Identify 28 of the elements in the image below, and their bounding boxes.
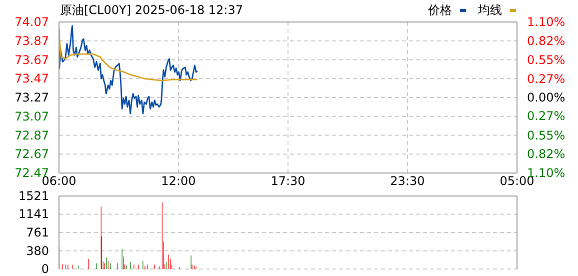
- x-tick-label: 17:30: [270, 174, 306, 188]
- y2-tick-label: 1.10%: [527, 15, 566, 29]
- y2-tick-label: 0.27%: [527, 109, 566, 124]
- y-tick-label: 73.87: [14, 34, 49, 48]
- y-tick-label: 380: [26, 244, 49, 258]
- legend-label: 价格: [428, 2, 453, 19]
- y2-tick-label: 0.00%: [527, 90, 566, 104]
- chart-title: 原油[CL00Y] 2025-06-18 12:37: [60, 2, 243, 19]
- y-tick-label: 74.07: [14, 15, 49, 29]
- x-tick-label: 23:30: [390, 174, 425, 188]
- y-tick-label: 761: [26, 225, 49, 240]
- y-tick-label: 0: [41, 262, 49, 276]
- y2-tick-label: 0.27%: [527, 72, 566, 86]
- y2-tick-label: 0.82%: [527, 146, 566, 161]
- y2-tick-label: 0.82%: [527, 34, 566, 48]
- y-tick-label: 72.67: [14, 147, 49, 162]
- x-tick-label: 12:00: [161, 174, 196, 188]
- y-tick-label: 73.47: [14, 72, 49, 86]
- x-tick-label: 05:00: [500, 174, 534, 188]
- y2-tick-label: 0.55%: [527, 128, 566, 142]
- y2-tick-label: 0.55%: [527, 52, 566, 67]
- y-tick-label: 73.07: [14, 109, 49, 124]
- legend-label: 均线: [478, 2, 503, 19]
- y-tick-label: 73.27: [14, 90, 49, 104]
- y-tick-label: 1141: [18, 207, 49, 222]
- y-tick-label: 1521: [18, 189, 49, 203]
- y-tick-label: 72.87: [14, 128, 49, 142]
- y-tick-label: 73.67: [14, 52, 49, 67]
